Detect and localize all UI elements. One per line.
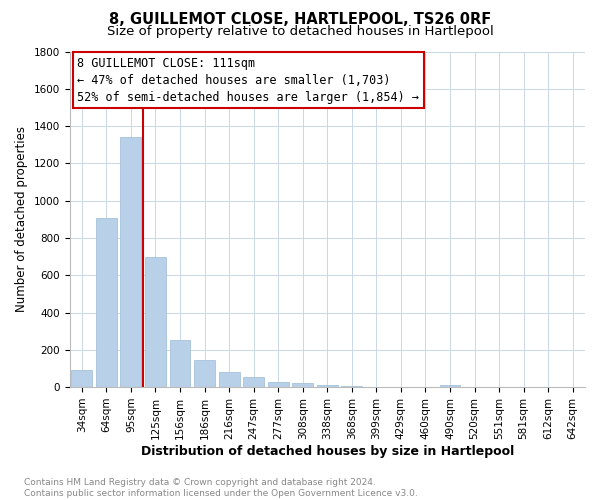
Bar (170, 340, 190, 387)
Bar (145, 256, 166, 387)
Bar (71, 370, 92, 387)
Bar (268, 382, 289, 387)
Bar (121, 138, 142, 387)
Bar (341, 386, 362, 387)
Y-axis label: Number of detached properties: Number of detached properties (15, 126, 28, 312)
Bar (317, 385, 338, 387)
Bar (218, 372, 239, 387)
Text: 8 GUILLEMOT CLOSE: 111sqm
← 47% of detached houses are smaller (1,703)
52% of se: 8 GUILLEMOT CLOSE: 111sqm ← 47% of detac… (77, 56, 419, 104)
Bar (292, 383, 313, 387)
Bar (96, 218, 117, 387)
Text: 8, GUILLEMOT CLOSE, HARTLEPOOL, TS26 0RF: 8, GUILLEMOT CLOSE, HARTLEPOOL, TS26 0RF (109, 12, 491, 28)
Bar (194, 360, 215, 387)
Bar (440, 385, 460, 387)
Bar (243, 377, 264, 387)
Text: Contains HM Land Registry data © Crown copyright and database right 2024.
Contai: Contains HM Land Registry data © Crown c… (24, 478, 418, 498)
Text: Size of property relative to detached houses in Hartlepool: Size of property relative to detached ho… (107, 25, 493, 38)
X-axis label: Distribution of detached houses by size in Hartlepool: Distribution of detached houses by size … (140, 444, 514, 458)
